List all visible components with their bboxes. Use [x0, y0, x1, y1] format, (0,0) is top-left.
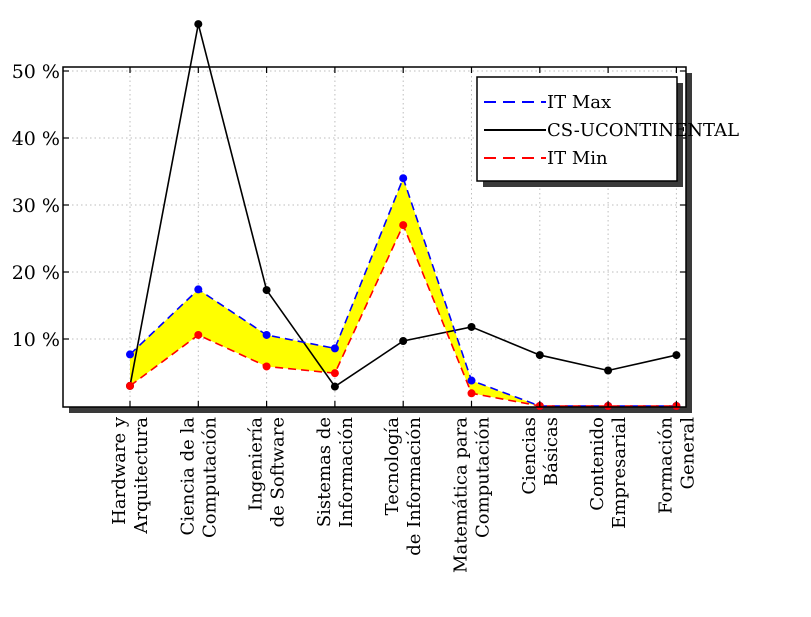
data-point-cs-ucontinental — [194, 20, 203, 29]
y-tick-label: 10 % — [12, 329, 60, 351]
data-point-it-max — [467, 376, 476, 385]
data-point-cs-ucontinental — [604, 366, 613, 375]
x-tick-label-line: Arquitectura — [131, 417, 152, 535]
x-tick-label: Sistemas de Información — [314, 417, 357, 528]
x-tick-label-line: Formación — [655, 417, 676, 514]
x-tick-label-line: General — [677, 417, 698, 490]
x-tick-label: Ciencias Básicas — [519, 417, 562, 495]
x-tick-label-line: Hardware y — [109, 416, 130, 525]
x-tick-label: Matemática para Computación — [451, 417, 494, 573]
x-tick-label: Contenido Empresarial — [587, 417, 630, 529]
x-tick-label: Hardware y Arquitectura — [109, 416, 152, 534]
x-tick-label: Ingeniería de Software — [246, 417, 289, 528]
data-point-it-max — [126, 350, 134, 359]
data-point-it-min — [330, 369, 339, 378]
y-axis-ticks: 10 % 20 % 30 % 40 % 50 % — [12, 61, 686, 351]
data-point-it-max — [194, 285, 203, 294]
data-point-it-min — [194, 330, 203, 339]
x-tick-label-line: Información — [336, 417, 357, 528]
plot-border — [62, 66, 687, 408]
y-tick-label: 40 % — [12, 128, 60, 150]
data-point-cs-ucontinental — [672, 351, 681, 360]
data-point-cs-ucontinental — [535, 351, 544, 360]
x-tick-label-line: Matemática para — [451, 417, 472, 573]
data-point-it-max — [262, 330, 271, 339]
series-layer — [126, 20, 681, 410]
x-tick-label-line: Computación — [473, 417, 494, 538]
x-tick-label-line: de Información — [404, 417, 425, 556]
data-point-it-min — [399, 221, 408, 230]
legend-label-it-max: IT Max — [547, 92, 611, 113]
legend-label-it-min: IT Min — [547, 148, 608, 169]
x-tick-label: Ciencia de la Computación — [177, 417, 220, 538]
x-tick-label-line: Ciencias — [519, 417, 540, 495]
it-range-fill-band — [130, 178, 677, 406]
y-tick-label: 50 % — [12, 61, 60, 83]
x-tick-label-line: Computación — [199, 417, 220, 538]
data-point-it-max — [330, 344, 339, 353]
x-tick-label-line: Sistemas de — [314, 417, 335, 527]
legend-label-cs-ucontinental: CS-UCONTINENTAL — [547, 120, 739, 141]
x-tick-label-line: Ingeniería — [246, 417, 267, 511]
x-tick-label-line: de Software — [268, 417, 289, 527]
x-tick-label: Tecnología de Información — [382, 417, 425, 556]
x-tick-label-line: Ciencia de la — [177, 417, 198, 536]
data-point-it-min — [126, 381, 134, 390]
x-tick-label-line: Básicas — [541, 417, 562, 486]
data-point-it-max — [399, 174, 408, 183]
data-point-cs-ucontinental — [262, 286, 271, 295]
x-tick-label-line: Contenido — [587, 417, 608, 511]
data-point-cs-ucontinental — [467, 322, 476, 331]
y-tick-label: 20 % — [12, 262, 60, 284]
data-point-cs-ucontinental — [399, 337, 408, 346]
x-tick-label-line: Tecnología — [382, 417, 403, 516]
data-point-cs-ucontinental — [330, 382, 339, 391]
data-point-it-min — [262, 362, 271, 371]
x-tick-label-line: Empresarial — [609, 417, 630, 529]
legend: IT Max CS-UCONTINENTAL IT Min — [476, 76, 739, 187]
x-tick-label: Formación General — [655, 417, 698, 514]
data-point-it-min — [467, 389, 476, 398]
y-tick-label: 30 % — [12, 195, 60, 217]
x-axis-ticks: Hardware y Arquitectura Ciencia de la Compu… — [109, 67, 698, 573]
